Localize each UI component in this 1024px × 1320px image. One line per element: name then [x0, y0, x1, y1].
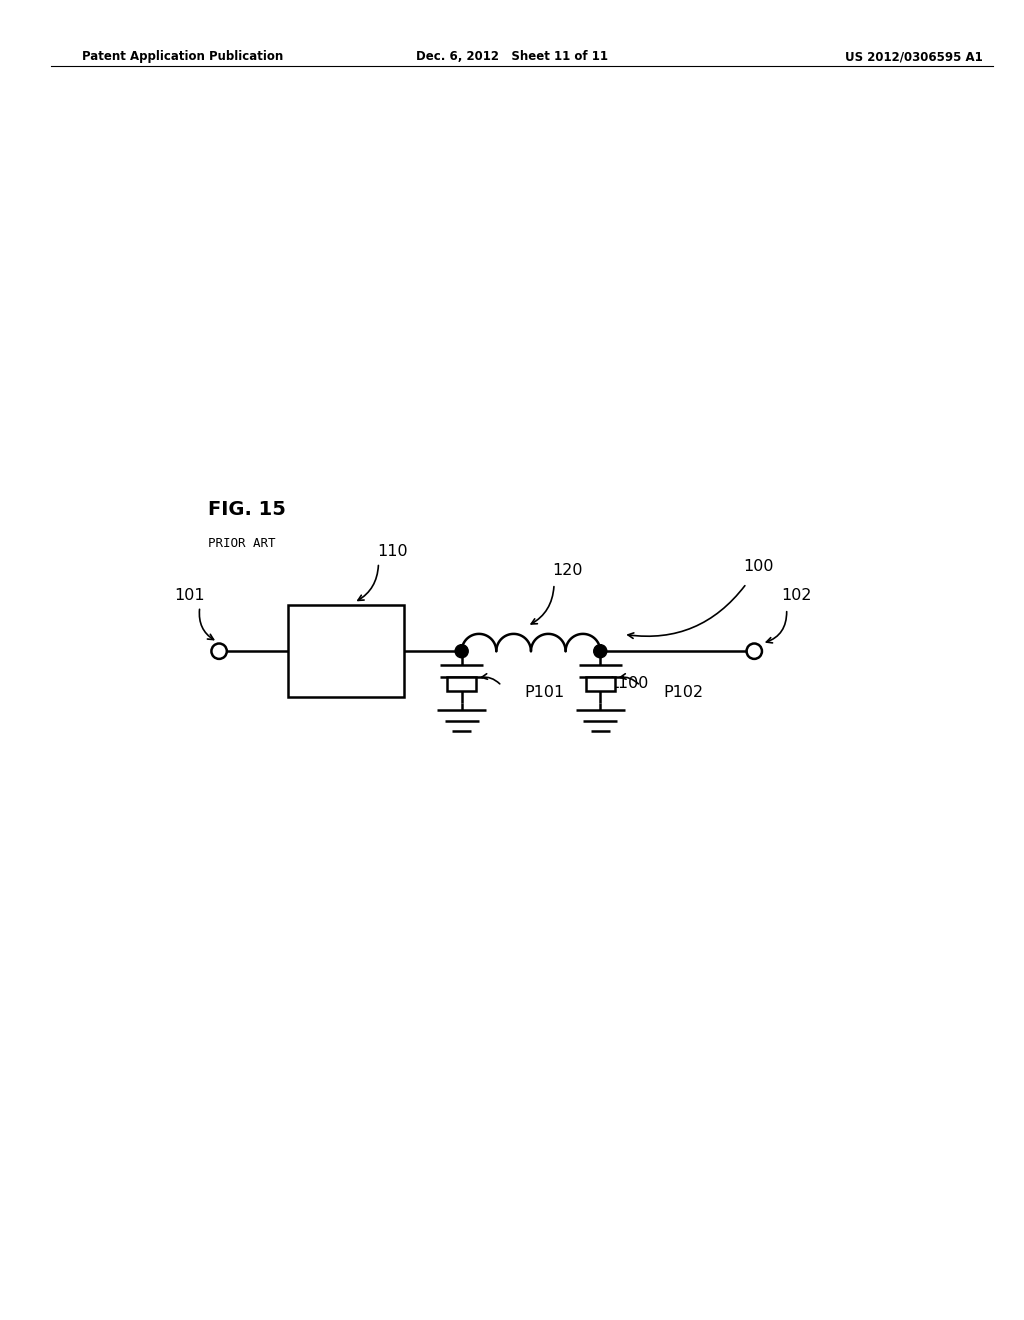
Text: FIG. 15: FIG. 15 — [208, 500, 286, 519]
Text: 120: 120 — [553, 564, 584, 578]
Bar — [586, 677, 614, 692]
Bar — [447, 677, 476, 692]
Text: 102: 102 — [781, 589, 812, 603]
Text: Dec. 6, 2012   Sheet 11 of 11: Dec. 6, 2012 Sheet 11 of 11 — [416, 50, 608, 63]
Text: US 2012/0306595 A1: US 2012/0306595 A1 — [845, 50, 983, 63]
Text: 101: 101 — [174, 589, 205, 603]
Circle shape — [594, 644, 607, 657]
Text: P101: P101 — [524, 685, 565, 700]
Text: 100: 100 — [742, 558, 773, 574]
Text: Patent Application Publication: Patent Application Publication — [82, 50, 284, 63]
Text: 110: 110 — [377, 544, 408, 558]
Bar — [289, 605, 403, 697]
Text: P102: P102 — [664, 685, 703, 700]
Circle shape — [455, 644, 468, 657]
Text: L100: L100 — [609, 676, 649, 692]
Text: PRIOR ART: PRIOR ART — [208, 537, 275, 550]
